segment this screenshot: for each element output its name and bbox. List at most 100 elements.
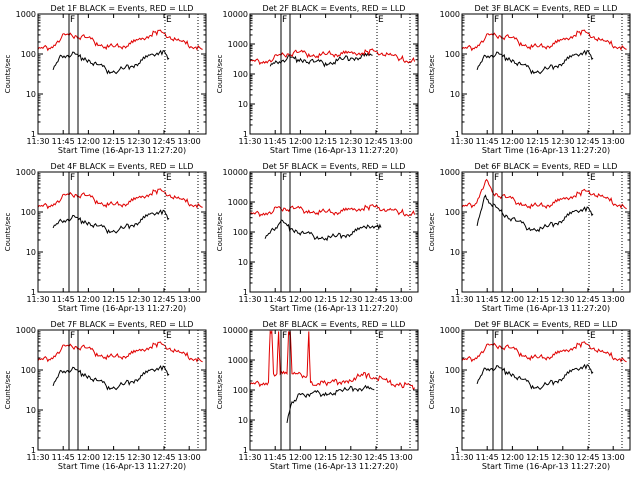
y-tick-label: 1 bbox=[455, 130, 460, 139]
x-tick-label: 12:30 bbox=[127, 295, 150, 304]
y-tick-label: 10000 bbox=[223, 10, 248, 19]
x-tick-label: 11:30 bbox=[26, 453, 49, 462]
y-tick-label: 10 bbox=[238, 416, 248, 425]
x-tick-label: 12:30 bbox=[127, 453, 150, 462]
y-tick-label: 1 bbox=[31, 446, 36, 455]
y-tick-label: 1 bbox=[455, 288, 460, 297]
events-series-line bbox=[476, 363, 594, 391]
y-tick-label: 1000 bbox=[16, 326, 36, 335]
events-series-line bbox=[476, 49, 594, 75]
y-tick-label: 1 bbox=[243, 288, 248, 297]
y-tick-label: 100 bbox=[21, 208, 36, 217]
chart-title: Det 1F BLACK = Events, RED = LLD bbox=[51, 4, 194, 13]
y-tick-label: 100 bbox=[445, 50, 460, 59]
region-marker-label: E bbox=[378, 331, 384, 341]
y-tick-label: 100 bbox=[21, 50, 36, 59]
events-series-line bbox=[264, 219, 382, 242]
y-axis-label: Counts/sec bbox=[428, 371, 436, 410]
y-tick-label: 100 bbox=[233, 70, 248, 79]
lld-series-line bbox=[37, 341, 203, 363]
x-tick-label: 12:45 bbox=[576, 137, 599, 146]
plot-frame bbox=[461, 171, 631, 293]
x-tick-label: 13:00 bbox=[602, 295, 625, 304]
chart-title: Det 3F BLACK = Events, RED = LLD bbox=[475, 4, 618, 13]
y-tick-label: 1 bbox=[243, 130, 248, 139]
plot-frame bbox=[37, 171, 207, 293]
x-axis-label: Start Time (16-Apr-13 11:27:20) bbox=[270, 146, 398, 155]
lld-series-line bbox=[37, 29, 203, 52]
y-tick-label: 10 bbox=[26, 248, 36, 257]
lld-series-line bbox=[249, 329, 416, 391]
y-tick-label: 1 bbox=[243, 446, 248, 455]
y-tick-label: 10000 bbox=[223, 326, 248, 335]
x-tick-label: 11:30 bbox=[238, 453, 261, 462]
x-tick-label: 13:00 bbox=[390, 453, 413, 462]
plot-frame bbox=[37, 329, 207, 451]
region-marker-label: E bbox=[590, 173, 596, 183]
region-marker-label: F bbox=[494, 331, 499, 341]
x-tick-label: 11:30 bbox=[450, 137, 473, 146]
x-tick-label: 12:00 bbox=[77, 295, 100, 304]
x-tick-label: 12:30 bbox=[339, 295, 362, 304]
x-tick-label: 11:30 bbox=[26, 137, 49, 146]
lld-series-line bbox=[249, 48, 416, 66]
region-marker-label: F bbox=[282, 173, 287, 183]
x-tick-label: 11:30 bbox=[238, 137, 261, 146]
x-tick-label: 11:45 bbox=[264, 295, 287, 304]
x-axis-label: Start Time (16-Apr-13 11:27:20) bbox=[58, 462, 186, 471]
events-series-line bbox=[52, 49, 170, 75]
x-tick-label: 13:00 bbox=[602, 453, 625, 462]
y-tick-label: 1 bbox=[31, 288, 36, 297]
y-tick-label: 1000 bbox=[16, 10, 36, 19]
region-marker-label: F bbox=[282, 331, 287, 341]
region-marker-label: F bbox=[70, 173, 75, 183]
x-tick-label: 11:45 bbox=[264, 137, 287, 146]
events-series-line bbox=[476, 194, 594, 233]
x-axis-label: Start Time (16-Apr-13 11:27:20) bbox=[482, 304, 610, 313]
region-marker-label: E bbox=[378, 15, 384, 25]
x-tick-label: 12:00 bbox=[501, 137, 524, 146]
x-tick-label: 12:45 bbox=[364, 453, 387, 462]
x-tick-label: 12:45 bbox=[364, 295, 387, 304]
y-axis-label: Counts/sec bbox=[4, 213, 12, 252]
chart-title: Det 8F BLACK = Events, RED = LLD bbox=[263, 320, 406, 329]
region-marker-label: E bbox=[166, 331, 172, 341]
y-tick-label: 1 bbox=[455, 446, 460, 455]
x-axis-label: Start Time (16-Apr-13 11:27:20) bbox=[58, 146, 186, 155]
x-tick-label: 12:15 bbox=[526, 453, 549, 462]
x-tick-label: 12:15 bbox=[102, 453, 125, 462]
x-tick-label: 12:45 bbox=[152, 295, 175, 304]
x-tick-label: 13:00 bbox=[178, 453, 201, 462]
x-tick-label: 11:30 bbox=[238, 295, 261, 304]
events-series-line bbox=[286, 384, 375, 423]
x-tick-label: 11:45 bbox=[476, 453, 499, 462]
x-tick-label: 12:45 bbox=[152, 453, 175, 462]
lld-series-line bbox=[37, 188, 203, 210]
x-tick-label: 12:00 bbox=[501, 453, 524, 462]
x-axis-label: Start Time (16-Apr-13 11:27:20) bbox=[482, 462, 610, 471]
x-tick-label: 11:45 bbox=[52, 295, 75, 304]
y-tick-label: 10 bbox=[450, 406, 460, 415]
region-marker-label: E bbox=[590, 15, 596, 25]
y-tick-label: 100 bbox=[445, 366, 460, 375]
y-axis-label: Counts/sec bbox=[216, 213, 224, 252]
y-tick-label: 1000 bbox=[228, 198, 248, 207]
x-tick-label: 12:30 bbox=[551, 295, 574, 304]
x-tick-label: 12:15 bbox=[314, 137, 337, 146]
region-marker-label: F bbox=[70, 331, 75, 341]
x-tick-label: 12:45 bbox=[576, 453, 599, 462]
x-tick-label: 11:30 bbox=[26, 295, 49, 304]
y-tick-label: 1000 bbox=[440, 168, 460, 177]
region-marker-label: E bbox=[378, 173, 384, 183]
plot-frame bbox=[249, 171, 419, 293]
x-tick-label: 11:45 bbox=[476, 137, 499, 146]
region-marker-label: F bbox=[70, 15, 75, 25]
chart-title: Det 4F BLACK = Events, RED = LLD bbox=[51, 162, 194, 171]
